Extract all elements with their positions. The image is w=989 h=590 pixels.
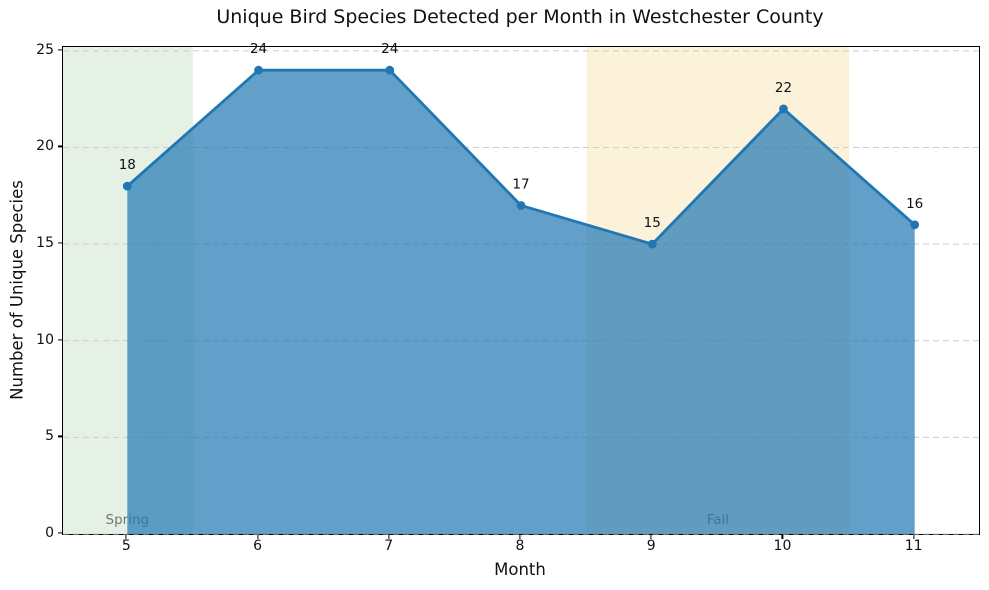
area-fill — [127, 70, 915, 534]
x-tick-mark — [650, 534, 652, 539]
data-point-marker — [516, 201, 526, 210]
y-tick-label: 20 — [36, 138, 54, 155]
x-tick-label: 11 — [904, 538, 923, 554]
x-tick-label: 9 — [646, 538, 656, 554]
data-point-marker — [122, 181, 132, 191]
y-tick-mark — [58, 49, 62, 51]
data-point-marker — [910, 220, 920, 230]
x-axis-label: Month — [494, 560, 546, 579]
x-tick-mark — [125, 534, 127, 539]
y-tick-label: 25 — [36, 41, 54, 58]
data-point-marker — [385, 65, 395, 75]
x-tick-label: 10 — [773, 538, 792, 554]
x-tick-mark — [913, 534, 915, 539]
y-tick-mark — [58, 532, 62, 534]
data-point-label: 18 — [119, 157, 136, 173]
y-tick-label: 10 — [36, 331, 54, 348]
chart-title: Unique Bird Species Detected per Month i… — [216, 6, 824, 28]
data-point-label: 17 — [512, 176, 529, 192]
data-point-marker — [254, 65, 263, 75]
y-tick-mark — [58, 145, 62, 148]
x-tick-mark — [388, 534, 390, 539]
data-point-label: 22 — [775, 80, 792, 96]
data-point-label: 24 — [250, 41, 267, 57]
y-tick-mark — [58, 242, 62, 244]
y-axis-label: Number of Unique Species — [7, 180, 27, 400]
data-point-label: 16 — [906, 196, 923, 212]
x-tick-mark — [781, 534, 784, 539]
data-point-marker — [647, 239, 657, 249]
x-tick-mark — [519, 534, 521, 539]
data-point-marker — [779, 104, 788, 114]
x-tick-label: 6 — [253, 538, 262, 554]
y-tick-mark — [58, 339, 62, 341]
x-tick-label: 5 — [121, 538, 131, 554]
chart-canvas: SpringFall18242417152216 — [63, 41, 979, 535]
y-tick-label: 0 — [45, 525, 54, 541]
x-tick-label: 8 — [515, 538, 525, 554]
plot-area: SpringFall18242417152216 — [62, 41, 980, 535]
x-tick-mark — [256, 534, 259, 539]
x-tick-label: 7 — [384, 538, 394, 554]
data-point-label: 15 — [644, 215, 661, 231]
y-tick-label: 5 — [45, 428, 54, 445]
y-tick-label: 15 — [36, 235, 54, 252]
data-point-label: 24 — [381, 41, 398, 57]
y-tick-mark — [58, 435, 62, 437]
